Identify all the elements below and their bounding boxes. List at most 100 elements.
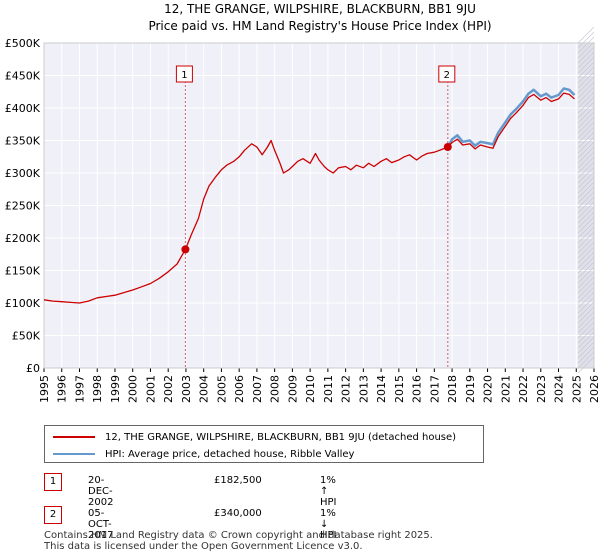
- x-tick-label: 2007: [251, 375, 264, 403]
- x-tick-label: 1999: [109, 375, 122, 403]
- future-hatch: [577, 26, 595, 44]
- x-tick-label: 1997: [73, 375, 86, 403]
- y-tick-label: £200K: [5, 232, 41, 245]
- future-hatch: [577, 71, 595, 89]
- chart-subtitle: Price paid vs. HM Land Registry's House …: [148, 19, 491, 33]
- x-tick-label: 2012: [340, 375, 353, 403]
- footer: Contains HM Land Registry data © Crown c…: [44, 530, 433, 552]
- x-tick-label: 2004: [198, 375, 211, 403]
- legend-swatch-property: [53, 436, 95, 438]
- y-tick-label: £50K: [12, 330, 41, 343]
- hpi-line: [446, 87, 576, 148]
- x-tick-label: 2009: [286, 375, 299, 403]
- property-line: [43, 139, 449, 304]
- footer-line-1: Contains HM Land Registry data © Crown c…: [44, 530, 433, 541]
- future-hatch: [577, 176, 595, 194]
- future-hatch: [577, 231, 595, 249]
- legend-item-hpi: HPI: Average price, detached house, Ribb…: [45, 446, 354, 462]
- series: [43, 87, 576, 304]
- future-hatch: [577, 311, 595, 329]
- future-hatch: [577, 256, 595, 274]
- sale-hpi-change: 1% ↓ HPI: [320, 508, 337, 541]
- x-tick-label: 2019: [464, 375, 477, 403]
- x-tick-label: 2018: [446, 375, 459, 403]
- future-hatch: [577, 31, 595, 49]
- future-hatch: [577, 191, 595, 209]
- future-hatch: [577, 186, 595, 204]
- y-tick-label: £500K: [5, 37, 41, 50]
- future-hatch: [577, 106, 595, 124]
- x-tick-label: 2011: [322, 375, 335, 403]
- future-hatch: [577, 346, 595, 364]
- future-hatch: [577, 271, 595, 289]
- future-hatch: [577, 326, 595, 344]
- x-tick-label: 1996: [56, 375, 69, 403]
- future-hatch: [577, 351, 595, 369]
- future-hatch: [577, 151, 595, 169]
- future-hatch: [577, 306, 595, 324]
- x-tick-label: 2017: [428, 375, 441, 403]
- future-hatch: [577, 46, 595, 64]
- future-hatch: [577, 131, 595, 149]
- future-hatch: [577, 116, 595, 134]
- future-hatch: [577, 81, 595, 99]
- x-tick-label: 2010: [304, 375, 317, 403]
- marker-box: [438, 65, 456, 83]
- marker-label: 1: [181, 70, 187, 81]
- future-hatch: [577, 146, 595, 164]
- future-hatch: [577, 56, 595, 74]
- future-hatch: [577, 266, 595, 284]
- x-tick-label: 2025: [570, 375, 583, 403]
- future-hatch: [577, 91, 595, 109]
- future-hatch: [577, 211, 595, 229]
- x-tick-label: 2023: [535, 375, 548, 403]
- sale-price: £340,000: [214, 508, 262, 519]
- future-hatch: [577, 331, 595, 349]
- x-tick-label: 2026: [588, 375, 600, 403]
- future-hatch: [577, 61, 595, 79]
- legend-label-property: 12, THE GRANGE, WILPSHIRE, BLACKBURN, BB…: [105, 431, 457, 443]
- x-tick-label: 2024: [553, 375, 566, 403]
- future-hatch: [577, 121, 595, 139]
- future-hatch: [577, 356, 595, 374]
- future-hatch: [577, 286, 595, 304]
- future-hatch: [577, 216, 595, 234]
- x-tick-label: 2022: [517, 375, 530, 403]
- future-hatch: [577, 281, 595, 299]
- y-tick-label: £250K: [5, 200, 41, 213]
- y-tick-label: £350K: [5, 135, 41, 148]
- future-hatch: [577, 336, 595, 354]
- x-tick-label: 1998: [91, 375, 104, 403]
- legend-swatch-hpi: [53, 453, 95, 455]
- price-chart: 12, THE GRANGE, WILPSHIRE, BLACKBURN, BB…: [5, 2, 600, 403]
- x-tick-label: 1995: [38, 375, 51, 403]
- future-hatch: [577, 206, 595, 224]
- x-tick-label: 2005: [215, 375, 228, 403]
- future-hatch: [577, 226, 595, 244]
- sale-badge: 1: [44, 473, 62, 491]
- future-hatch: [577, 251, 595, 269]
- future-hatch: [577, 236, 595, 254]
- future-hatch: [577, 181, 595, 199]
- x-tick-label: 2021: [499, 375, 512, 403]
- future-hatch: [577, 296, 595, 314]
- future-hatch: [577, 51, 595, 69]
- x-tick-label: 2016: [411, 375, 424, 403]
- future-hatch: [577, 36, 595, 54]
- future-hatch: [577, 41, 595, 59]
- x-tick-label: 2014: [375, 375, 388, 403]
- future-hatch: [577, 261, 595, 279]
- sale-hpi-change: 1% ↑ HPI: [320, 475, 337, 508]
- y-tick-label: £0: [26, 362, 40, 375]
- future-hatch: [577, 201, 595, 219]
- x-tick-label: 2003: [180, 375, 193, 403]
- footer-line-2: This data is licensed under the Open Gov…: [44, 541, 363, 552]
- x-tick-label: 2015: [393, 375, 406, 403]
- legend-label-hpi: HPI: Average price, detached house, Ribb…: [105, 448, 355, 460]
- y-tick-label: £300K: [5, 167, 41, 180]
- x-tick-label: 2013: [357, 375, 370, 403]
- plot-frame: [43, 42, 595, 369]
- sale-date: 20-DEC-2002: [88, 475, 114, 508]
- future-hatch: [577, 166, 595, 184]
